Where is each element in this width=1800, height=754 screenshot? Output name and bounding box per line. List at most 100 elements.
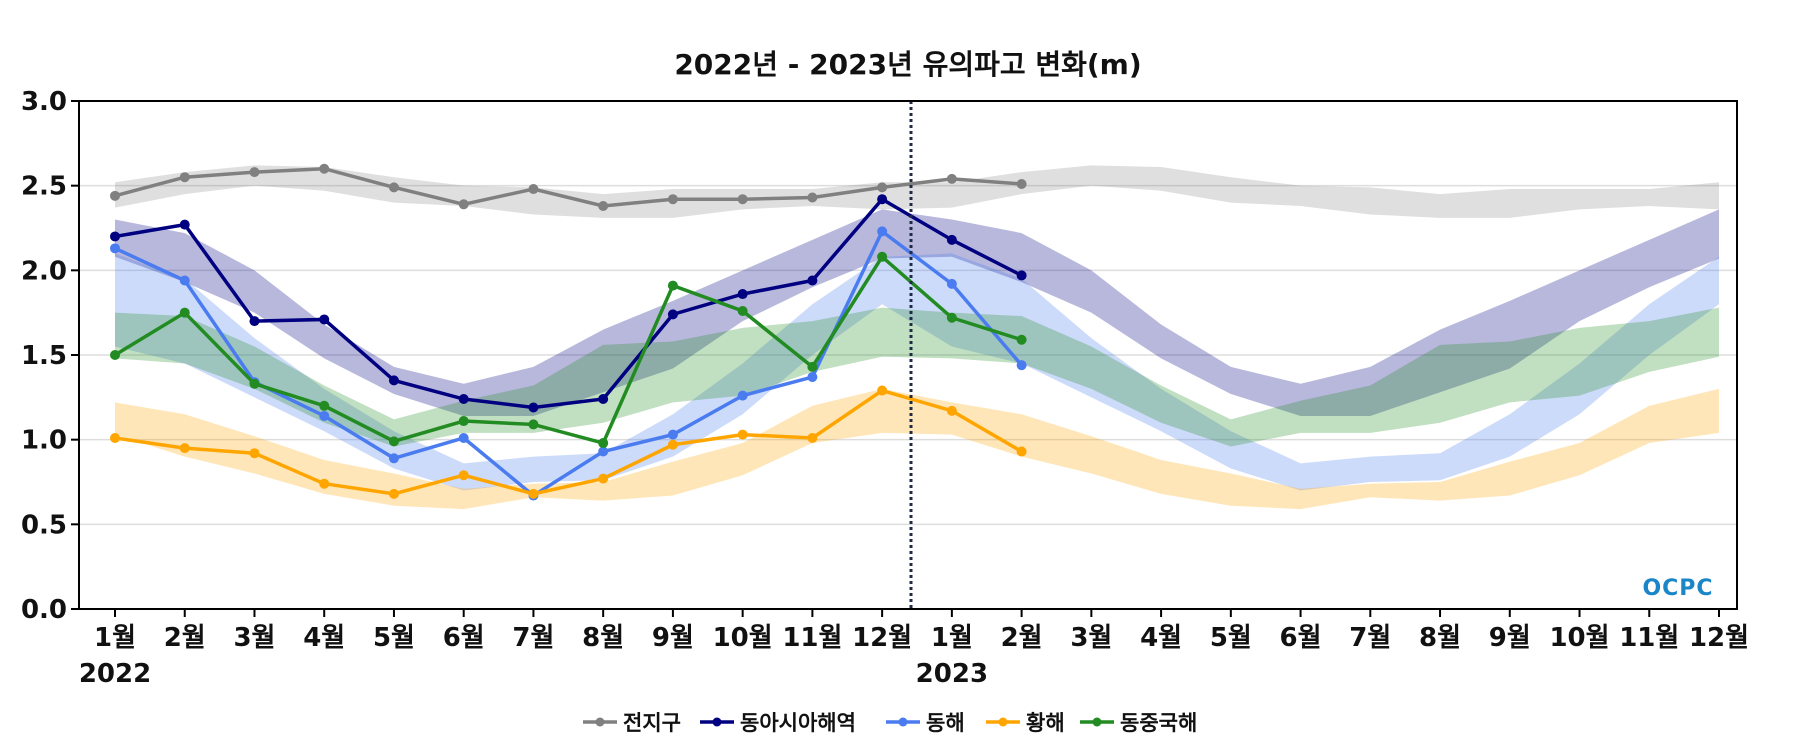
climatology-bands (115, 165, 1719, 510)
x-tick-label: 3월 (233, 623, 275, 653)
point-동해 (1016, 360, 1027, 371)
band-동해 (115, 253, 1719, 491)
point-동중국해 (249, 378, 260, 389)
legend-item[interactable]: 동아시아해역 (700, 711, 856, 735)
legend-item[interactable]: 전지구 (583, 711, 681, 735)
point-동아시아해역 (319, 314, 330, 325)
legend-marker (1092, 717, 1102, 727)
point-동해 (319, 410, 330, 421)
point-황해 (737, 429, 748, 440)
point-동아시아해역 (807, 275, 818, 286)
point-황해 (179, 443, 190, 454)
point-동해 (807, 372, 818, 383)
point-동중국해 (528, 419, 539, 430)
band-동중국해 (115, 307, 1719, 447)
plot-frame (78, 100, 1738, 610)
band-동아시아해역 (115, 209, 1719, 416)
point-동아시아해역 (1016, 270, 1027, 281)
legend-marker (998, 717, 1008, 727)
band-황해 (115, 388, 1719, 510)
legend-marker (595, 717, 605, 727)
point-동아시아해역 (528, 402, 539, 413)
legend-label: 동아시아해역 (740, 711, 856, 735)
x-tick-label: 10월 (713, 623, 773, 653)
point-동중국해 (598, 438, 609, 449)
x-tick-label: 9월 (1489, 623, 1531, 653)
point-황해 (667, 439, 678, 450)
point-황해 (319, 478, 330, 489)
legend-item[interactable]: 동중국해 (1080, 711, 1197, 735)
x-tick-label: 3월 (1070, 623, 1112, 653)
x-tick-label: 7월 (1349, 623, 1391, 653)
svg-text:OCPC: OCPC (1642, 576, 1713, 601)
line-전지구 (114, 166, 1022, 208)
point-전지구 (388, 182, 399, 193)
point-황해 (1016, 446, 1027, 457)
ocpc-logo: OCPC (1642, 576, 1713, 601)
legend-marker (712, 717, 722, 727)
point-황해 (598, 473, 609, 484)
legend-marker (898, 717, 908, 727)
point-동해 (946, 278, 957, 289)
point-동아시아해역 (249, 316, 260, 327)
y-tick-label: 1.5 (21, 341, 67, 371)
x-tick-label: 11월 (1619, 623, 1679, 653)
x-tick-label: 4월 (1140, 623, 1182, 653)
point-동중국해 (458, 416, 469, 427)
y-tick-label: 0.5 (21, 510, 67, 540)
y-tick-label: 1.0 (21, 426, 67, 456)
point-동해 (458, 432, 469, 443)
legend-label: 전지구 (623, 711, 681, 735)
point-동중국해 (807, 361, 818, 372)
point-동중국해 (737, 305, 748, 316)
x-tick-label: 1월 (94, 623, 136, 653)
point-동아시아해역 (388, 375, 399, 386)
point-황해 (388, 488, 399, 499)
point-황해 (249, 448, 260, 459)
legend-item[interactable]: 동해 (886, 711, 965, 735)
point-동아시아해역 (946, 234, 957, 245)
y-tick-label: 3.0 (21, 87, 67, 117)
x-tick-label: 8월 (1419, 623, 1461, 653)
point-동아시아해역 (667, 309, 678, 320)
point-동해 (877, 226, 888, 237)
x-tick-label: 6월 (443, 623, 485, 653)
x-tick-label: 12월 (1689, 623, 1749, 653)
point-동중국해 (179, 307, 190, 318)
point-동중국해 (946, 312, 957, 323)
point-동아시아해역 (458, 394, 469, 405)
point-황해 (110, 432, 120, 443)
legend-label: 동해 (926, 711, 965, 735)
line-동아시아해역 (114, 196, 1023, 410)
x-tick-label: 5월 (373, 623, 415, 653)
point-황해 (807, 432, 818, 443)
point-전지구 (110, 190, 120, 201)
point-전지구 (667, 194, 678, 205)
point-전지구 (319, 163, 330, 174)
x-tick-label: 2월 (164, 623, 206, 653)
axes: 0.0 0.5 1.0 1.5 2.0 2.5 3.0 1월 2월 3월 4월 5월 6월 7월 8월 9월 1… (21, 87, 1749, 689)
band-전지구 (115, 165, 1719, 218)
line-동중국해 (114, 254, 1023, 446)
point-동중국해 (1016, 334, 1027, 345)
point-동해 (388, 453, 399, 464)
point-동해 (179, 275, 190, 286)
x-tick-label: 12월 (852, 623, 912, 653)
point-동아시아해역 (598, 394, 609, 405)
x-tick-label: 10월 (1549, 623, 1609, 653)
legend[interactable]: 전지구 동아시아해역 동해 황해 동중국해 (583, 711, 1197, 735)
point-동중국해 (667, 280, 678, 291)
point-황해 (528, 488, 539, 499)
legend-item[interactable]: 황해 (986, 711, 1065, 735)
point-동아시아해역 (877, 194, 888, 205)
point-전지구 (179, 172, 190, 183)
x-tick-label: 8월 (582, 623, 624, 653)
point-황해 (458, 470, 469, 481)
chart-title: 2022년 - 2023년 유의파고 변화(m) (674, 48, 1141, 81)
point-전지구 (1016, 178, 1027, 189)
x-tick-label: 1월 (931, 623, 973, 653)
point-동중국해 (110, 350, 120, 360)
point-동해 (667, 429, 678, 440)
point-황해 (946, 405, 957, 416)
